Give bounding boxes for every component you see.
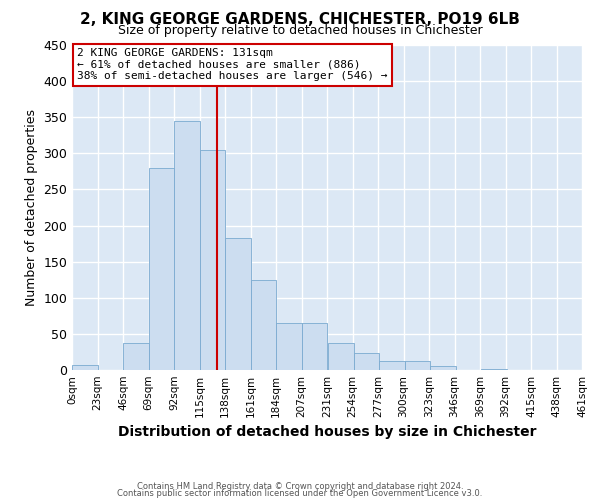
Bar bbox=[404, 360, 430, 370]
Bar bbox=[353, 354, 379, 370]
Bar bbox=[123, 344, 149, 370]
Bar bbox=[149, 168, 174, 370]
Text: 2 KING GEORGE GARDENS: 131sqm
← 61% of detached houses are smaller (886)
38% of : 2 KING GEORGE GARDENS: 131sqm ← 61% of d… bbox=[77, 48, 388, 82]
Text: Contains public sector information licensed under the Open Government Licence v3: Contains public sector information licen… bbox=[118, 490, 482, 498]
Bar bbox=[481, 368, 506, 370]
Text: Contains HM Land Registry data © Crown copyright and database right 2024.: Contains HM Land Registry data © Crown c… bbox=[137, 482, 463, 491]
Bar bbox=[174, 121, 199, 370]
Bar bbox=[251, 280, 276, 370]
Bar bbox=[72, 365, 97, 370]
X-axis label: Distribution of detached houses by size in Chichester: Distribution of detached houses by size … bbox=[118, 426, 536, 440]
Bar bbox=[302, 323, 327, 370]
Bar bbox=[225, 238, 251, 370]
Bar bbox=[199, 150, 225, 370]
Y-axis label: Number of detached properties: Number of detached properties bbox=[25, 109, 38, 306]
Bar bbox=[276, 323, 302, 370]
Bar bbox=[328, 342, 353, 370]
Bar bbox=[379, 360, 404, 370]
Bar bbox=[430, 366, 455, 370]
Text: 2, KING GEORGE GARDENS, CHICHESTER, PO19 6LB: 2, KING GEORGE GARDENS, CHICHESTER, PO19… bbox=[80, 12, 520, 28]
Text: Size of property relative to detached houses in Chichester: Size of property relative to detached ho… bbox=[118, 24, 482, 37]
